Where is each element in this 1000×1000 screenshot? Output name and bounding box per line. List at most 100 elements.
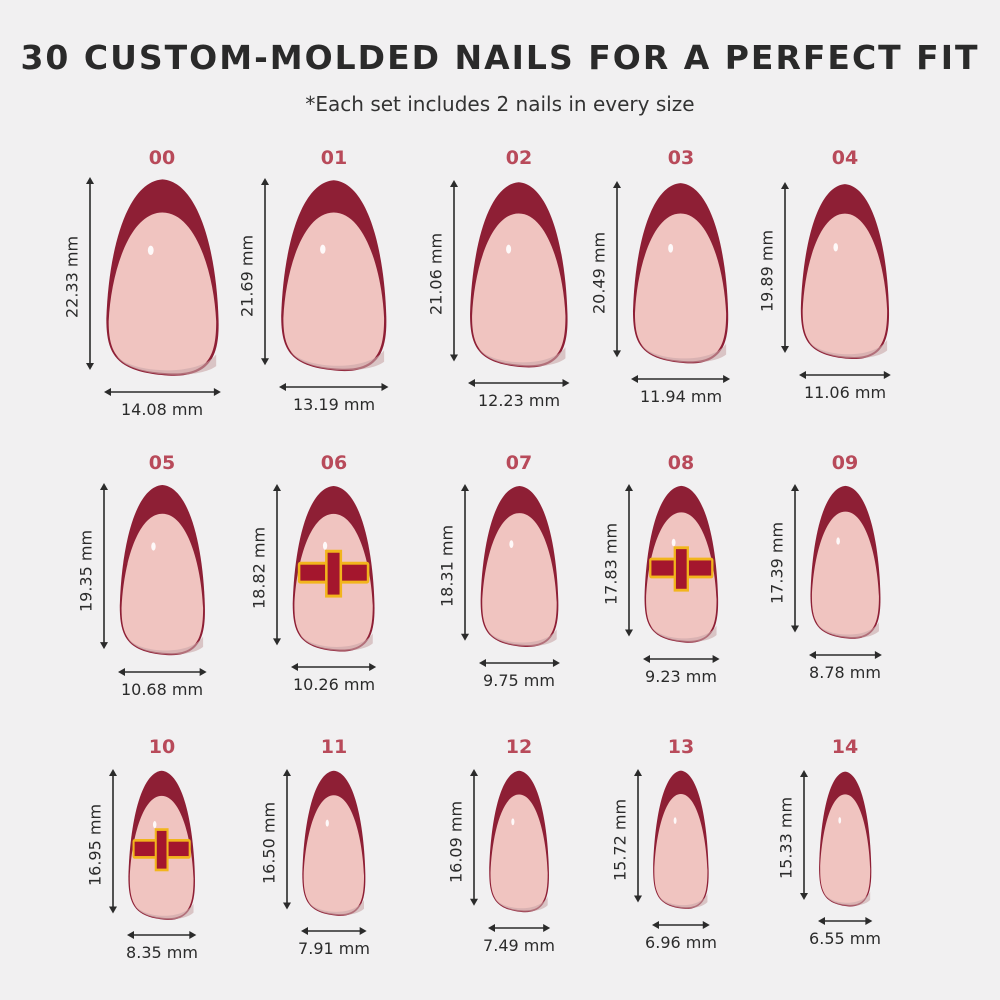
width-label: 6.55 mm bbox=[809, 929, 881, 949]
nail-image bbox=[470, 181, 568, 367]
size-label: 14 bbox=[831, 736, 859, 758]
length-arrow bbox=[99, 483, 108, 650]
nail-body bbox=[472, 212, 566, 365]
nail-highlight bbox=[673, 817, 677, 825]
nail-shadow bbox=[134, 903, 194, 919]
logo-badge bbox=[132, 827, 192, 871]
nail-shadow bbox=[650, 625, 717, 643]
width-label: 10.68 mm bbox=[120, 679, 204, 699]
length-arrow bbox=[460, 484, 469, 641]
size-label: 02 bbox=[505, 147, 533, 169]
nail-highlight bbox=[833, 242, 839, 252]
length-arrow bbox=[469, 769, 478, 906]
width-arrow bbox=[478, 658, 560, 667]
nail-shadow bbox=[815, 622, 879, 639]
length-arrow bbox=[799, 769, 808, 900]
length-label: 16.95 mm bbox=[85, 803, 105, 886]
nail-image bbox=[800, 183, 890, 359]
nail-shadow bbox=[641, 343, 727, 363]
nail-highlight bbox=[671, 538, 676, 547]
logo-badge bbox=[298, 549, 370, 598]
width-label: 11.94 mm bbox=[639, 387, 723, 407]
width-arrow bbox=[103, 387, 221, 396]
nail-body bbox=[481, 513, 557, 646]
width-label: 10.26 mm bbox=[292, 675, 376, 695]
nail-body bbox=[635, 213, 727, 361]
width-label: 6.96 mm bbox=[645, 932, 717, 952]
nail-highlight bbox=[320, 244, 326, 255]
nail-body bbox=[802, 213, 888, 357]
width-arrow bbox=[817, 917, 873, 926]
width-arrow bbox=[127, 931, 197, 940]
nail-shadow bbox=[657, 894, 708, 909]
length-label: 20.49 mm bbox=[589, 231, 609, 314]
width-label: 11.06 mm bbox=[803, 382, 887, 402]
nail-shadow bbox=[115, 354, 216, 375]
nail-body bbox=[819, 793, 870, 905]
length-label: 17.83 mm bbox=[601, 523, 621, 606]
nail-image bbox=[302, 770, 366, 916]
nail-highlight bbox=[508, 540, 513, 548]
nail-highlight bbox=[325, 819, 330, 827]
nail-image bbox=[105, 179, 219, 376]
size-label: 05 bbox=[148, 452, 176, 474]
size-label: 07 bbox=[505, 452, 533, 474]
size-label: 09 bbox=[831, 452, 859, 474]
nail-highlight bbox=[506, 244, 512, 254]
width-label: 7.49 mm bbox=[483, 935, 555, 955]
size-label: 13 bbox=[667, 736, 695, 758]
width-label: 8.35 mm bbox=[126, 943, 198, 963]
nail-image bbox=[653, 770, 709, 910]
nail-shadow bbox=[494, 896, 548, 912]
length-label: 18.82 mm bbox=[249, 527, 269, 610]
nail-highlight bbox=[323, 541, 328, 550]
nail-shadow bbox=[808, 339, 888, 359]
nail-image bbox=[818, 771, 872, 906]
nail-shadow bbox=[486, 629, 557, 647]
nail-highlight bbox=[668, 243, 674, 253]
width-label: 8.78 mm bbox=[809, 662, 881, 682]
nail-shadow bbox=[126, 637, 203, 655]
length-arrow bbox=[261, 178, 270, 366]
width-arrow bbox=[799, 370, 891, 379]
size-label: 10 bbox=[148, 736, 176, 758]
nail-highlight bbox=[147, 245, 154, 256]
nail-shadow bbox=[307, 899, 365, 916]
length-label: 15.72 mm bbox=[610, 799, 630, 882]
length-label: 17.39 mm bbox=[767, 521, 787, 604]
nail-highlight bbox=[150, 542, 156, 552]
width-arrow bbox=[642, 654, 720, 663]
nail-image bbox=[293, 485, 375, 652]
length-arrow bbox=[790, 484, 799, 633]
nail-body bbox=[654, 794, 708, 908]
width-arrow bbox=[631, 375, 731, 384]
width-label: 7.91 mm bbox=[298, 939, 370, 959]
length-label: 16.09 mm bbox=[446, 800, 466, 883]
size-label: 08 bbox=[667, 452, 695, 474]
logo-badge bbox=[648, 546, 714, 592]
nail-image bbox=[119, 485, 205, 656]
length-label: 16.50 mm bbox=[259, 802, 279, 885]
size-label: 11 bbox=[320, 736, 348, 758]
nail-image bbox=[281, 180, 387, 372]
nail-image bbox=[489, 770, 549, 913]
width-arrow bbox=[808, 650, 882, 659]
nail-image bbox=[128, 770, 196, 920]
nail-shadow bbox=[290, 350, 385, 371]
width-label: 9.23 mm bbox=[645, 666, 717, 686]
nail-body bbox=[283, 212, 385, 370]
nail-body bbox=[811, 512, 879, 638]
nail-shadow bbox=[823, 891, 870, 906]
length-label: 21.06 mm bbox=[426, 233, 446, 316]
size-label: 00 bbox=[148, 147, 176, 169]
width-arrow bbox=[652, 920, 710, 929]
nail-image bbox=[480, 485, 558, 647]
nail-highlight bbox=[153, 820, 157, 828]
length-label: 15.33 mm bbox=[776, 797, 796, 880]
width-label: 12.23 mm bbox=[477, 391, 561, 411]
length-arrow bbox=[85, 177, 94, 370]
length-arrow bbox=[634, 769, 643, 903]
length-arrow bbox=[109, 768, 118, 914]
width-arrow bbox=[301, 927, 367, 936]
length-arrow bbox=[283, 768, 292, 910]
